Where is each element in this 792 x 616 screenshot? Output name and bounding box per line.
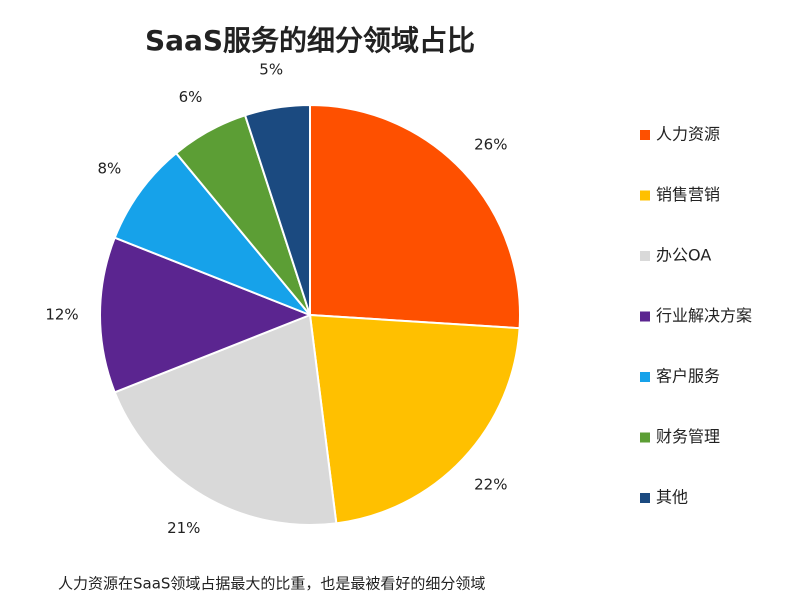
caption: 人力资源在SaaS领域占据最大的比重，也是最被看好的细分领域 [58,575,485,593]
data-label: 8% [97,160,121,178]
legend-swatch [640,251,650,261]
pie-slice [308,313,521,525]
pie-slice [113,151,311,316]
pie-slice [99,236,313,394]
data-label: 21% [167,519,200,537]
legend-swatch [640,432,650,443]
legend-swatch [640,493,650,503]
legend-label: 办公OA [656,246,711,265]
pie-slice [309,103,521,330]
legend-label: 销售营销 [656,185,720,204]
data-label: 26% [474,136,507,154]
legend-label: 财务管理 [656,427,720,446]
data-label: 12% [45,306,78,324]
pie-slice [243,103,311,316]
data-label: 5% [259,61,283,79]
data-label: 6% [179,88,203,106]
legend-swatch [640,130,650,140]
legend-label: 客户服务 [656,367,720,386]
legend-label: 行业解决方案 [656,306,752,325]
pie-slice [113,313,338,526]
legend-label: 其他 [656,488,688,507]
legend-swatch [640,190,650,201]
legend-swatch [640,311,650,322]
data-label: 22% [474,475,507,493]
legend-label: 人力资源 [656,125,720,144]
legend-swatch [640,372,650,382]
chart-title: SaaS服务的细分领域占比 [145,24,475,57]
